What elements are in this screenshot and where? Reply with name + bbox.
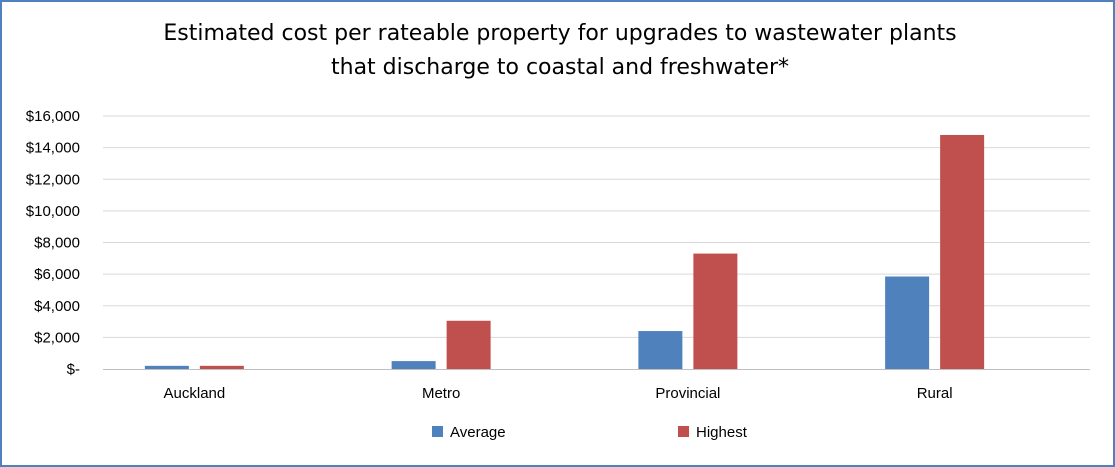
bar-highest-provincial — [693, 253, 738, 369]
x-category-label: Metro — [422, 385, 460, 402]
legend: Average Highest — [432, 424, 748, 441]
y-axis-tick-labels: $- $2,000 $4,000 $6,000 $8,000 $10,000 $12,000… — [26, 108, 80, 378]
y-tick-label: $4,000 — [34, 298, 80, 315]
y-tick-label: $10,000 — [26, 203, 80, 220]
bar-highest-metro — [446, 320, 491, 369]
y-tick-label: $16,000 — [26, 108, 80, 125]
bar-highest-rural — [940, 134, 985, 369]
bar-average-rural — [885, 276, 930, 369]
legend-label-highest: Highest — [696, 424, 748, 441]
legend-swatch-highest — [678, 426, 689, 437]
bars — [144, 134, 985, 369]
bar-highest-auckland — [199, 365, 244, 369]
y-tick-label: $6,000 — [34, 266, 80, 283]
x-category-label: Auckland — [164, 385, 226, 402]
chart-title: Estimated cost per rateable property for… — [163, 21, 956, 80]
y-tick-label: $14,000 — [26, 140, 80, 157]
x-category-label: Rural — [917, 385, 953, 402]
bar-average-provincial — [638, 331, 683, 369]
bar-average-auckland — [144, 365, 189, 369]
x-category-label: Provincial — [655, 385, 720, 402]
bar-average-metro — [391, 361, 436, 369]
chart-title-line-2: that discharge to coastal and freshwater… — [331, 55, 789, 80]
legend-label-average: Average — [450, 424, 506, 441]
x-axis-category-labels: Auckland Metro Provincial Rural — [164, 385, 953, 402]
y-tick-label: $12,000 — [26, 171, 80, 188]
y-tick-label: $8,000 — [34, 235, 80, 252]
y-tick-label: $2,000 — [34, 329, 80, 346]
chart-title-line-1: Estimated cost per rateable property for… — [163, 21, 956, 46]
legend-swatch-average — [432, 426, 443, 437]
gridlines — [103, 115, 1090, 338]
y-tick-label: $- — [67, 361, 80, 378]
